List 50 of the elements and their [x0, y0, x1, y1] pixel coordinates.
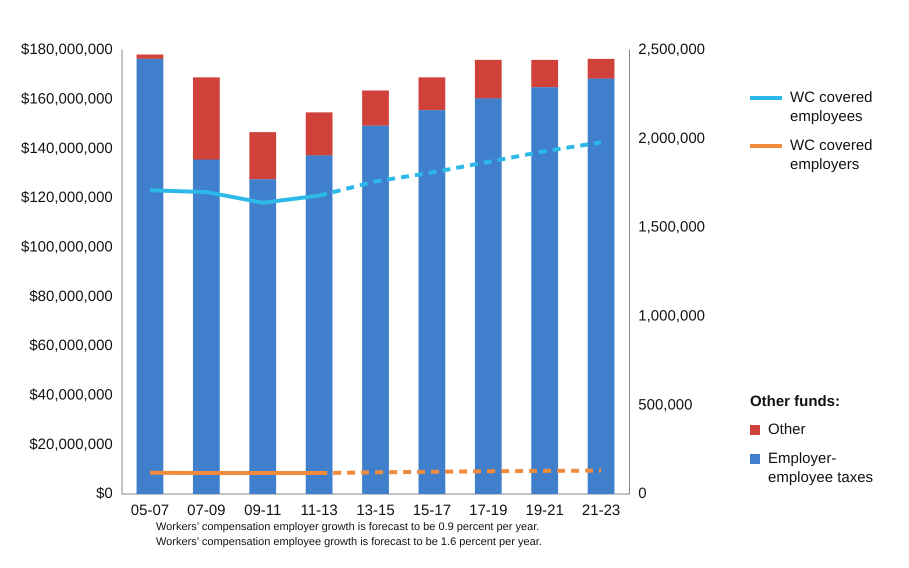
y-tick-label: $60,000,000: [29, 337, 113, 354]
bar: [249, 132, 276, 180]
y-tick-label: $100,000,000: [20, 238, 113, 256]
y-tick-label: $20,000,000: [29, 436, 113, 453]
y-tick-label: $80,000,000: [29, 288, 113, 305]
bar: [136, 54, 164, 59]
x-tick-label: 19-21: [525, 502, 564, 520]
y2-tick-label: 1,000,000: [638, 308, 706, 325]
bar: [192, 77, 220, 160]
bar: [249, 179, 276, 494]
bar: [418, 77, 446, 110]
y-tick-label: $40,000,000: [29, 386, 113, 404]
y2-tick-label: 1,500,000: [638, 218, 706, 236]
bar: [306, 155, 333, 494]
x-tick-label: 15-17: [412, 502, 452, 520]
legend-label: WC covered employees: [790, 88, 874, 126]
legend-title: Other funds:: [750, 393, 841, 410]
text: Workers’ compensation employee growth is forecast to be 1.6 percent per year.: [156, 535, 542, 550]
bar: [192, 160, 220, 494]
y-tick-label: $0: [96, 485, 113, 502]
bar: [531, 87, 558, 494]
x-tick-label: 11-13: [300, 502, 338, 520]
bar: [588, 58, 614, 79]
x-tick-label: 17-19: [469, 502, 508, 520]
x-tick-label: 07-09: [187, 502, 226, 520]
x-tick-label: 09-11: [244, 502, 282, 520]
legend-label: Employer-employee taxes: [768, 449, 874, 487]
bar: [306, 112, 333, 156]
y2-tick-label: 0: [638, 485, 647, 502]
legend-label: Other: [768, 420, 807, 439]
bar: [136, 58, 164, 494]
bar: [588, 78, 614, 494]
bar: [531, 60, 558, 88]
x-tick-label: 05-07: [130, 502, 170, 520]
legend-label: WC covered employers: [790, 136, 874, 174]
bar: [474, 98, 502, 494]
bar: [362, 90, 389, 126]
y2-tick-label: 2,500,000: [638, 41, 706, 58]
x-tick-label: 21-23: [582, 502, 620, 520]
bar: [418, 110, 446, 494]
y2-tick-label: 500,000: [638, 396, 693, 414]
text: Workers’ compensation employer growth is forecast to be 0.9 percent per year.: [156, 520, 540, 535]
bar: [474, 60, 502, 98]
y2-tick-label: 2,000,000: [638, 130, 706, 147]
y-tick-label: $160,000,000: [20, 90, 113, 108]
y-tick-label: $140,000,000: [20, 140, 113, 157]
x-tick-label: 13-15: [356, 502, 395, 520]
y-tick-label: $120,000,000: [20, 189, 113, 206]
bar: [362, 126, 389, 494]
y-tick-label: $180,000,000: [20, 41, 113, 58]
